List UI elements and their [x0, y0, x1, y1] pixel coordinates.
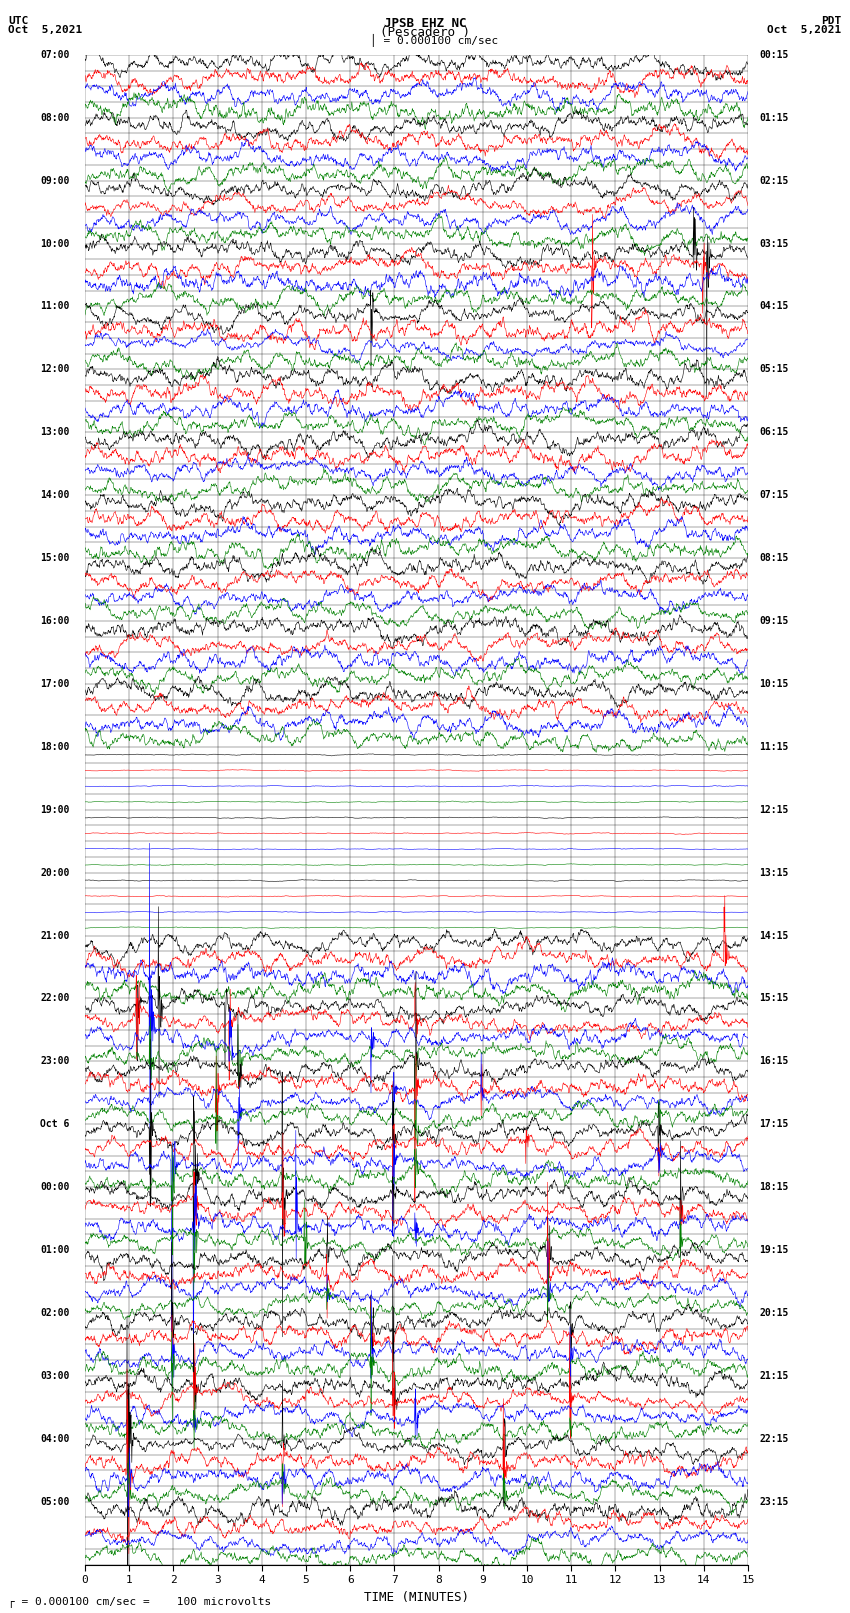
Text: 20:00: 20:00: [40, 868, 70, 877]
Text: 10:00: 10:00: [40, 239, 70, 248]
Text: 20:15: 20:15: [759, 1308, 789, 1318]
Text: 04:00: 04:00: [40, 1434, 70, 1444]
Text: 14:00: 14:00: [40, 490, 70, 500]
Text: 13:15: 13:15: [759, 868, 789, 877]
Text: 15:00: 15:00: [40, 553, 70, 563]
Text: 05:00: 05:00: [40, 1497, 70, 1507]
Text: 00:00: 00:00: [40, 1182, 70, 1192]
Text: UTC: UTC: [8, 16, 29, 26]
Text: Oct  5,2021: Oct 5,2021: [768, 24, 842, 35]
Text: 08:15: 08:15: [759, 553, 789, 563]
Text: 02:00: 02:00: [40, 1308, 70, 1318]
Text: │ = 0.000100 cm/sec: │ = 0.000100 cm/sec: [370, 34, 498, 47]
Text: PDT: PDT: [821, 16, 842, 26]
Text: JPSB EHZ NC: JPSB EHZ NC: [383, 18, 467, 31]
Text: 00:15: 00:15: [759, 50, 789, 60]
Text: 09:15: 09:15: [759, 616, 789, 626]
Text: 03:00: 03:00: [40, 1371, 70, 1381]
Text: ┌ = 0.000100 cm/sec =    100 microvolts: ┌ = 0.000100 cm/sec = 100 microvolts: [8, 1597, 272, 1608]
X-axis label: TIME (MINUTES): TIME (MINUTES): [364, 1590, 469, 1603]
Text: 11:15: 11:15: [759, 742, 789, 752]
Text: 03:15: 03:15: [759, 239, 789, 248]
Text: 21:15: 21:15: [759, 1371, 789, 1381]
Text: 05:15: 05:15: [759, 365, 789, 374]
Text: 21:00: 21:00: [40, 931, 70, 940]
Text: 08:00: 08:00: [40, 113, 70, 123]
Text: 14:15: 14:15: [759, 931, 789, 940]
Text: 16:15: 16:15: [759, 1057, 789, 1066]
Text: 02:15: 02:15: [759, 176, 789, 185]
Text: 22:00: 22:00: [40, 994, 70, 1003]
Text: 04:15: 04:15: [759, 302, 789, 311]
Text: 01:15: 01:15: [759, 113, 789, 123]
Text: 19:00: 19:00: [40, 805, 70, 815]
Text: 11:00: 11:00: [40, 302, 70, 311]
Text: (Pescadero ): (Pescadero ): [380, 26, 470, 39]
Text: 01:00: 01:00: [40, 1245, 70, 1255]
Text: 23:15: 23:15: [759, 1497, 789, 1507]
Text: 18:00: 18:00: [40, 742, 70, 752]
Text: 06:15: 06:15: [759, 427, 789, 437]
Text: 13:00: 13:00: [40, 427, 70, 437]
Text: 19:15: 19:15: [759, 1245, 789, 1255]
Text: Oct 6: Oct 6: [40, 1119, 70, 1129]
Text: 12:15: 12:15: [759, 805, 789, 815]
Text: Oct  5,2021: Oct 5,2021: [8, 24, 82, 35]
Text: 17:00: 17:00: [40, 679, 70, 689]
Text: 07:15: 07:15: [759, 490, 789, 500]
Text: 12:00: 12:00: [40, 365, 70, 374]
Text: 10:15: 10:15: [759, 679, 789, 689]
Text: 22:15: 22:15: [759, 1434, 789, 1444]
Text: 17:15: 17:15: [759, 1119, 789, 1129]
Text: 23:00: 23:00: [40, 1057, 70, 1066]
Text: 07:00: 07:00: [40, 50, 70, 60]
Text: 09:00: 09:00: [40, 176, 70, 185]
Text: 15:15: 15:15: [759, 994, 789, 1003]
Text: 18:15: 18:15: [759, 1182, 789, 1192]
Text: 16:00: 16:00: [40, 616, 70, 626]
